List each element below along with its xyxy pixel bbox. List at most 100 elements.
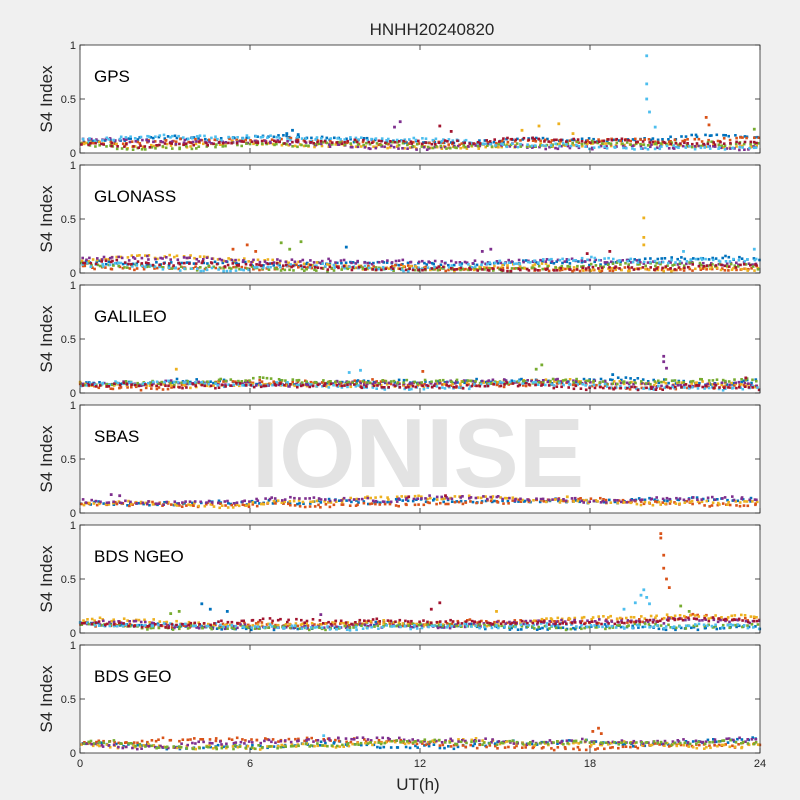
data-point: [425, 263, 429, 266]
data-point: [653, 498, 656, 501]
data-point: [523, 499, 527, 503]
data-point: [526, 260, 530, 264]
data-point: [197, 380, 200, 384]
data-point: [685, 143, 689, 147]
data-point: [518, 262, 522, 266]
data-point: [222, 378, 226, 382]
data-point: [499, 261, 503, 265]
data-point: [370, 625, 373, 629]
data-point: [617, 499, 621, 502]
data-point: [578, 500, 581, 504]
data-point: [159, 140, 162, 143]
data-point: [294, 622, 298, 625]
data-point: [527, 624, 531, 627]
data-point: [168, 141, 172, 145]
data-point: [83, 264, 87, 268]
data-point: [653, 140, 657, 144]
data-point: [153, 140, 157, 143]
data-point: [409, 146, 412, 149]
data-point: [662, 380, 666, 384]
data-point: [283, 268, 287, 272]
data-point: [490, 626, 494, 630]
data-point: [506, 499, 510, 503]
data-point: [273, 267, 277, 270]
data-point: [401, 258, 405, 262]
data-point: [381, 265, 385, 269]
data-point: [140, 148, 144, 151]
data-point: [107, 260, 111, 264]
data-point: [434, 379, 438, 383]
data-point: [315, 261, 319, 264]
data-point: [708, 144, 711, 148]
data-point: [343, 143, 347, 146]
data-point: [547, 269, 551, 273]
data-point: [648, 387, 651, 391]
data-point: [104, 266, 107, 269]
data-point: [676, 263, 680, 266]
data-point: [149, 382, 152, 385]
data-point: [218, 141, 221, 144]
data-point: [751, 386, 754, 389]
data-point: [191, 501, 194, 505]
data-point: [746, 624, 749, 627]
data-point: [598, 269, 601, 272]
data-point: [704, 145, 708, 149]
data-point: [679, 142, 682, 145]
data-point: [180, 261, 183, 265]
data-point: [97, 500, 100, 503]
data-point: [410, 382, 414, 385]
data-point: [459, 499, 463, 503]
data-point: [554, 142, 557, 146]
data-point: [610, 620, 614, 623]
data-point: [683, 614, 686, 618]
data-point: [724, 134, 727, 137]
data-point: [243, 623, 247, 626]
data-point: [351, 145, 354, 149]
data-point: [609, 501, 613, 504]
data-point: [95, 503, 99, 507]
data-point: [438, 379, 442, 382]
data-point: [700, 500, 704, 504]
axes-face: [80, 285, 760, 393]
data-point: [642, 502, 646, 506]
data-point: [124, 136, 128, 139]
data-point: [433, 382, 437, 386]
data-point: [555, 138, 558, 142]
data-point: [497, 626, 500, 630]
data-point: [245, 142, 248, 145]
data-point: [752, 615, 756, 619]
data-point: [236, 136, 239, 139]
data-point: [608, 386, 611, 390]
data-point: [428, 494, 431, 497]
data-point: [501, 499, 504, 503]
data-point: [166, 623, 169, 627]
data-point: [450, 264, 454, 267]
data-point: [147, 135, 151, 138]
data-point: [126, 504, 129, 507]
data-point: [187, 623, 190, 627]
data-point: [486, 381, 489, 385]
data-point: [213, 138, 217, 142]
data-point: [301, 258, 305, 262]
data-point: [699, 377, 702, 381]
data-point: [256, 623, 260, 627]
data-point: [738, 383, 741, 387]
data-point: [471, 262, 475, 265]
data-point: [385, 261, 389, 264]
data-point: [642, 262, 646, 265]
data-point: [284, 379, 287, 382]
data-point: [756, 386, 759, 389]
data-point: [544, 383, 547, 387]
data-point: [269, 134, 272, 137]
data-point: [682, 379, 685, 383]
data-point: [440, 495, 443, 499]
data-point: [441, 383, 444, 386]
data-point: [667, 381, 670, 385]
data-point: [369, 620, 372, 623]
data-point: [96, 263, 100, 267]
burst-point: [645, 82, 649, 86]
data-point: [619, 386, 623, 390]
data-point: [728, 383, 731, 387]
data-point: [298, 505, 302, 508]
data-point: [515, 142, 519, 145]
